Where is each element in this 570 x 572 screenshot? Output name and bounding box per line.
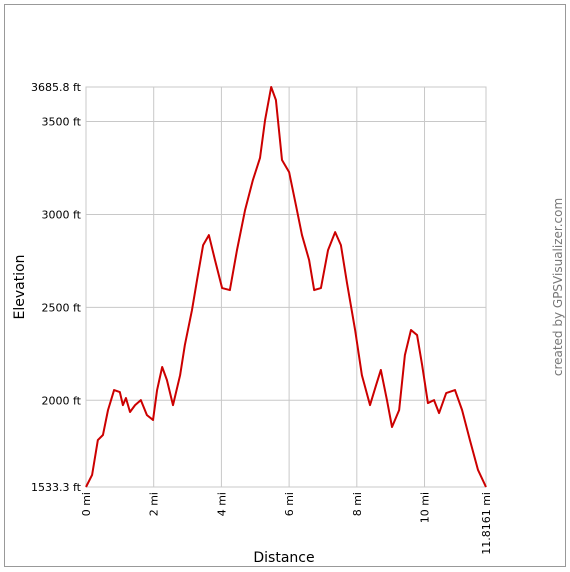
plot-area [85, 86, 487, 488]
x-tick-label: 0 mi [80, 492, 93, 516]
y-tick-label: 2500 ft [42, 301, 82, 314]
x-tick-label: 4 mi [215, 492, 228, 516]
x-tick-label: 10 mi [419, 492, 432, 523]
x-tick-label: 6 mi [283, 492, 296, 516]
y-axis-label: Elevation [12, 254, 28, 319]
x-tick-label: 11.8161 mi [480, 492, 493, 555]
x-axis-label: Distance [253, 550, 314, 566]
y-tick-label: 1533.3 ft [31, 481, 82, 494]
y-tick-label: 2000 ft [42, 394, 82, 407]
y-tick-label: 3500 ft [42, 116, 82, 129]
credit: created by GPSVisualizer.com [551, 198, 565, 376]
x-tick-label: 2 mi [148, 492, 161, 516]
elevation-line [85, 86, 487, 488]
y-tick-label: 3685.8 ft [31, 81, 82, 94]
x-tick-label: 8 mi [351, 492, 364, 516]
y-tick-label: 3000 ft [42, 208, 82, 221]
